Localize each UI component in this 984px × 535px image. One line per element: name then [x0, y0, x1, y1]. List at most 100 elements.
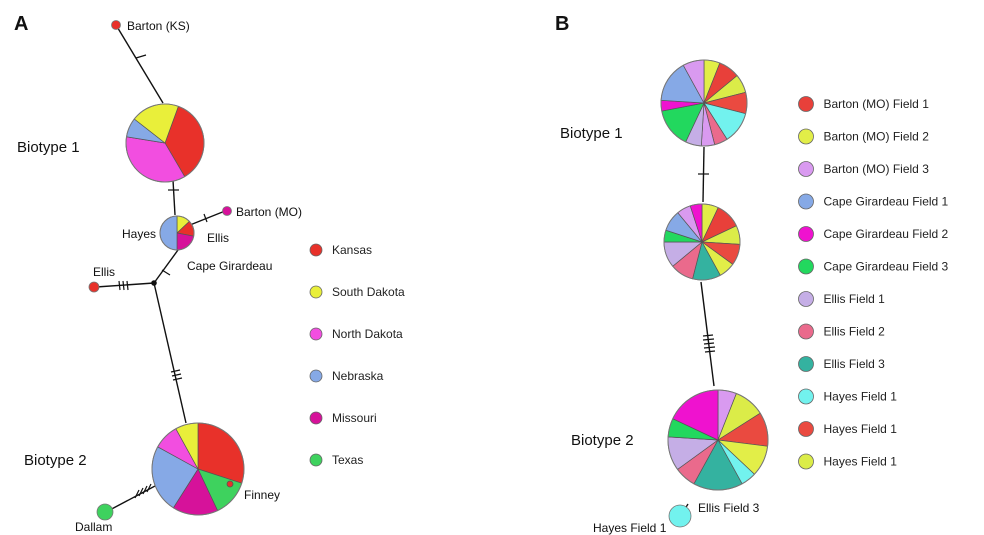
biotype2-field-pie: [667, 389, 769, 491]
barton-mo-node: [222, 206, 232, 216]
edge-barton-ks: [115, 24, 164, 104]
legend-b-swatch-2: [798, 128, 814, 145]
mutation-tick: [171, 373, 182, 377]
legend-a-swatch-1: [309, 243, 323, 257]
ellis-left-node: [88, 281, 100, 293]
panel-a-edges: [95, 24, 226, 513]
biotype2-label: Biotype 2: [571, 432, 634, 449]
hayes-field1-label: Hayes Field 1: [593, 521, 667, 535]
ellis-left-label: Ellis: [93, 265, 115, 279]
biotype1-field-pie: [660, 59, 748, 147]
ellis-center-label: Ellis: [207, 231, 229, 245]
center-pie-outline: [159, 215, 195, 251]
biotype2-haplotype-pie: [151, 422, 245, 516]
legend-a-swatch-3: [309, 327, 323, 341]
panel-b-legend: Barton (MO) Field 1 Barton (MO) Field 2 Ba…: [798, 96, 949, 470]
legend-b-swatch-5: [798, 226, 814, 242]
mutation-tick: [138, 487, 144, 497]
legend-b-swatch-9: [798, 356, 814, 372]
mutation-tick: [172, 377, 183, 381]
mutation-tick: [146, 483, 152, 493]
edge-center-junction: [153, 249, 179, 284]
center-haplotype-pie: [159, 215, 195, 251]
legend-a-label-3: North Dakota: [332, 327, 403, 341]
dallam-node: [96, 503, 114, 521]
mutation-tick: [703, 342, 715, 345]
panel-a: A: [14, 13, 405, 534]
biotype1-label: Biotype 1: [17, 139, 80, 156]
junction-node: [151, 280, 157, 286]
barton-ks-label: Barton (KS): [127, 19, 190, 33]
legend-b-swatch-10: [798, 388, 814, 405]
legend-a-swatch-4: [309, 369, 323, 383]
finney-node: [226, 480, 234, 488]
biotype2-pie-outline: [151, 422, 245, 516]
dallam-label: Dallam: [75, 520, 112, 534]
legend-a-swatch-5: [309, 411, 323, 425]
legend-b-label-11: Hayes Field 1: [824, 422, 898, 436]
legend-b-label-4: Cape Girardeau Field 1: [824, 195, 949, 209]
legend-b-label-7: Ellis Field 1: [824, 292, 886, 306]
legend-a-swatch-2: [309, 285, 323, 299]
edge-ellis-left: [95, 282, 155, 288]
mutation-tick: [203, 213, 208, 223]
legend-b-swatch-6: [798, 258, 814, 275]
biotype1-haplotype-pie: [125, 103, 205, 183]
middle-pie-outline: [663, 203, 741, 281]
mutation-tick: [118, 280, 121, 291]
legend-b-label-12: Hayes Field 1: [824, 455, 898, 469]
center-pie-slice-4: [159, 215, 178, 251]
barton-mo-label: Barton (MO): [236, 205, 302, 219]
mutation-tick: [134, 489, 140, 499]
barton-ks-node: [111, 20, 121, 30]
cape-girardeau-label: Cape Girardeau: [187, 259, 272, 273]
mutation-tick: [122, 280, 125, 291]
biotype1-pie-outline: [125, 103, 205, 183]
legend-b-label-8: Ellis Field 2: [824, 325, 886, 339]
legend-b-label-5: Cape Girardeau Field 2: [824, 227, 949, 241]
biotype1-label: Biotype 1: [560, 125, 623, 142]
legend-b-label-1: Barton (MO) Field 1: [824, 97, 930, 111]
legend-b-label-6: Cape Girardeau Field 3: [824, 260, 949, 274]
legend-b-label-10: Hayes Field 1: [824, 390, 898, 404]
edge-barton-mo: [189, 210, 226, 226]
mutation-tick: [703, 346, 716, 349]
mutation-tick: [702, 338, 715, 341]
legend-a-label-6: Texas: [332, 453, 363, 467]
legend-b-swatch-11: [798, 421, 814, 437]
legend-b-swatch-1: [798, 96, 814, 112]
mutation-tick: [142, 485, 148, 495]
bottom-pie-outline: [667, 389, 769, 491]
legend-a-label-1: Kansas: [332, 243, 372, 257]
panel-b-mutation-ticks: [698, 173, 716, 353]
top-pie-outline: [660, 59, 748, 147]
panel-b: B Biotype 1 Biotype 2 Ellis Field 3 Haye…: [555, 13, 949, 535]
mutation-tick: [704, 350, 716, 353]
legend-a-label-5: Missouri: [332, 411, 377, 425]
mutation-tick: [702, 334, 714, 337]
mutation-tick: [135, 54, 147, 59]
legend-b-label-3: Barton (MO) Field 3: [824, 162, 930, 176]
hayes-label: Hayes: [122, 227, 156, 241]
legend-b-swatch-4: [798, 193, 814, 210]
legend-b-swatch-8: [798, 323, 814, 340]
edge-middle-bottom: [700, 281, 715, 387]
legend-a-label-2: South Dakota: [332, 285, 405, 299]
mutation-tick: [161, 269, 171, 276]
legend-a-swatch-6: [309, 453, 323, 467]
mutation-tick: [170, 369, 181, 373]
legend-b-swatch-3: [798, 161, 814, 177]
legend-a-label-4: Nebraska: [332, 369, 384, 383]
panel-a-legend: Kansas South Dakota North Dakota Nebraska Mi…: [309, 243, 405, 467]
intermediate-field-pie: [663, 203, 741, 281]
edge-biotype1-center: [172, 179, 176, 216]
panel-a-letter: A: [14, 13, 28, 35]
edge-junction-biotype2: [153, 282, 187, 424]
edge-dallam: [105, 485, 156, 513]
mutation-tick: [126, 280, 129, 291]
legend-b-label-2: Barton (MO) Field 2: [824, 130, 930, 144]
legend-b-swatch-12: [798, 453, 814, 470]
legend-b-label-9: Ellis Field 3: [824, 357, 886, 371]
panel-a-mutation-ticks: [118, 54, 208, 499]
